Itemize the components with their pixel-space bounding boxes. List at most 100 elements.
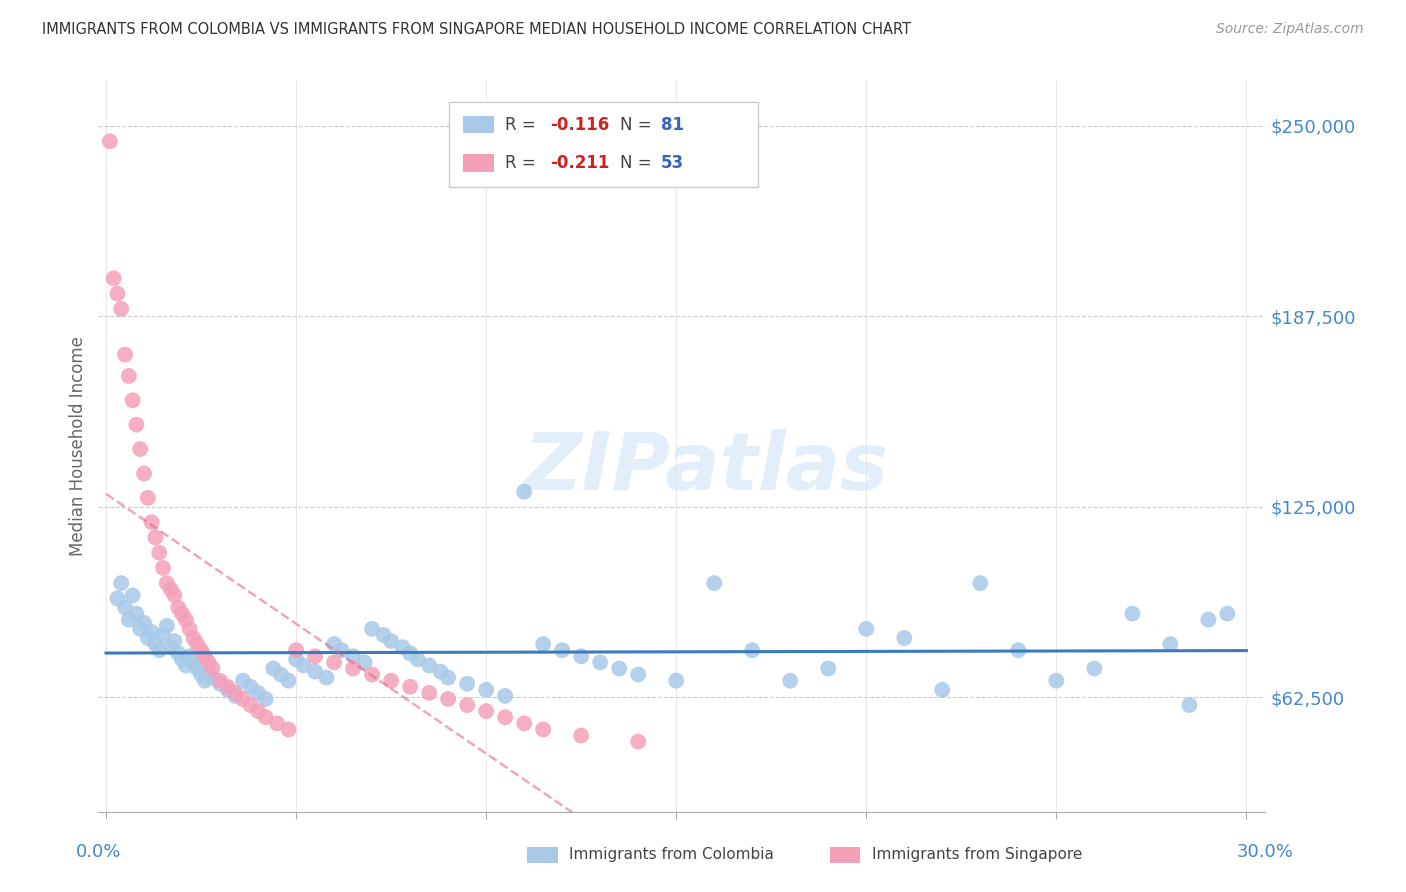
Point <box>217 680 239 694</box>
Point <box>110 301 132 316</box>
Point <box>855 622 877 636</box>
Point <box>98 134 121 148</box>
Point <box>183 631 205 645</box>
Point <box>239 698 262 712</box>
Point <box>1007 643 1029 657</box>
Point <box>406 652 429 666</box>
Point <box>817 661 839 675</box>
Point <box>194 673 217 688</box>
Point <box>197 656 219 670</box>
Text: N =: N = <box>620 116 657 134</box>
Point <box>152 561 174 575</box>
Point <box>342 661 364 675</box>
Point <box>475 682 498 697</box>
Point <box>121 588 143 602</box>
Point <box>330 643 353 657</box>
Text: 0.0%: 0.0% <box>76 843 121 861</box>
Point <box>197 665 219 679</box>
Text: Immigrants from Colombia: Immigrants from Colombia <box>569 847 775 862</box>
Point <box>285 643 308 657</box>
Point <box>152 628 174 642</box>
Point <box>217 682 239 697</box>
Point <box>551 643 574 657</box>
Point <box>132 615 155 630</box>
Point <box>145 530 167 544</box>
Point <box>1197 613 1219 627</box>
Point <box>239 680 262 694</box>
Point <box>170 652 193 666</box>
Point <box>129 622 152 636</box>
Point <box>531 723 554 737</box>
Point <box>779 673 801 688</box>
Point <box>513 716 536 731</box>
Point <box>741 643 763 657</box>
Point <box>1083 661 1105 675</box>
Point <box>190 667 212 681</box>
Point <box>107 286 129 301</box>
Text: R =: R = <box>505 116 541 134</box>
Point <box>121 393 143 408</box>
Point <box>148 643 170 657</box>
Point <box>1121 607 1143 621</box>
Point <box>136 491 159 505</box>
Point <box>323 656 346 670</box>
Point <box>159 582 181 597</box>
Point <box>224 689 246 703</box>
Text: Source: ZipAtlas.com: Source: ZipAtlas.com <box>1216 22 1364 37</box>
Point <box>418 686 440 700</box>
Text: ZIPatlas: ZIPatlas <box>523 429 887 507</box>
Point <box>125 607 148 621</box>
Point <box>129 442 152 456</box>
Point <box>315 671 337 685</box>
Y-axis label: Median Household Income: Median Household Income <box>69 336 87 556</box>
Point <box>494 710 516 724</box>
Point <box>380 673 402 688</box>
Point <box>201 671 224 685</box>
Point <box>373 628 395 642</box>
Point <box>391 640 413 655</box>
Point <box>262 661 284 675</box>
Point <box>148 546 170 560</box>
Point <box>304 649 326 664</box>
Point <box>107 591 129 606</box>
Point <box>456 676 478 690</box>
Point <box>475 704 498 718</box>
Point <box>167 600 190 615</box>
Point <box>399 680 422 694</box>
Point <box>361 622 384 636</box>
Point <box>893 631 915 645</box>
Point <box>969 576 991 591</box>
Point <box>186 661 208 675</box>
Point <box>589 656 612 670</box>
Point <box>141 624 163 639</box>
Point <box>125 417 148 432</box>
Point <box>266 716 288 731</box>
Point <box>494 689 516 703</box>
Point <box>163 588 186 602</box>
Point <box>118 368 141 383</box>
Text: Immigrants from Singapore: Immigrants from Singapore <box>872 847 1083 862</box>
Point <box>353 656 375 670</box>
Point <box>156 619 179 633</box>
Text: R =: R = <box>505 154 541 172</box>
Point <box>285 652 308 666</box>
Point <box>141 515 163 529</box>
Point <box>190 643 212 657</box>
Point <box>277 723 299 737</box>
Point <box>183 656 205 670</box>
Point <box>607 661 630 675</box>
Point <box>270 667 292 681</box>
Point <box>232 673 254 688</box>
Point <box>194 649 217 664</box>
Point <box>247 686 270 700</box>
Point <box>277 673 299 688</box>
Text: -0.211: -0.211 <box>550 154 609 172</box>
Point <box>1159 637 1181 651</box>
Point <box>179 649 201 664</box>
Point <box>110 576 132 591</box>
Point <box>186 637 208 651</box>
Point <box>132 467 155 481</box>
Point <box>145 637 167 651</box>
Point <box>118 613 141 627</box>
Point <box>703 576 725 591</box>
